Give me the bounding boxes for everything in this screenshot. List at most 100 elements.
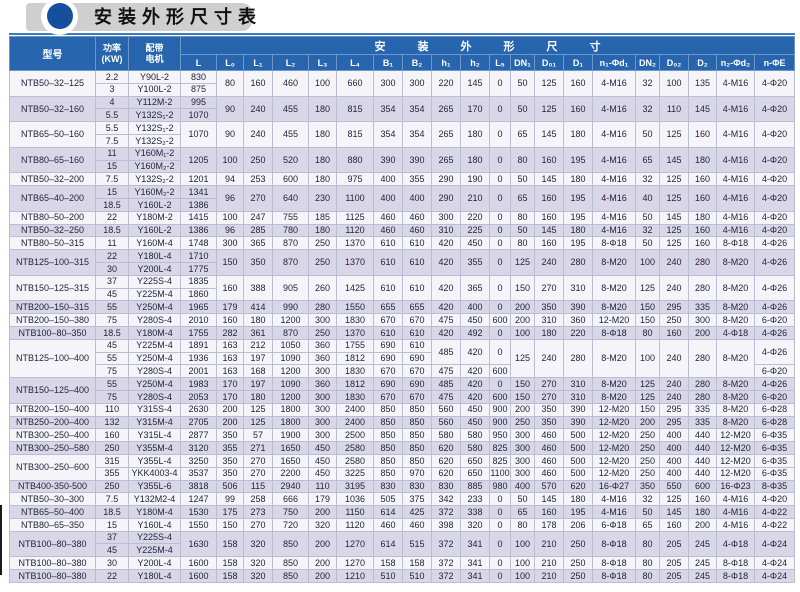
table-cell: 4-M16 — [716, 505, 755, 519]
table-cell: 300 — [510, 453, 535, 468]
table-cell: 240 — [659, 249, 689, 276]
table-cell: 655 — [373, 300, 403, 315]
table-cell: 0 — [489, 492, 511, 507]
table-cell: 1200 — [272, 389, 309, 404]
table-cell: 258 — [243, 492, 273, 507]
table-cell: 372 — [431, 505, 461, 519]
table-cell: 300 — [308, 428, 337, 443]
table-cell: 414 — [243, 300, 273, 315]
table-cell: 16-Φ23 — [716, 479, 755, 494]
table-cell: 390 — [563, 402, 593, 417]
table-cell: 100 — [510, 325, 535, 340]
table-cell: 8-M20 — [716, 389, 755, 404]
table-cell: 460 — [534, 428, 564, 443]
table-cell: 8-M20 — [592, 389, 636, 404]
table-row: 355 YKK4003-4 3537 350 270 2200 450 3225 850 970 6… — [10, 466, 796, 481]
table-cell: 175 — [216, 505, 244, 519]
table-cell: 200 — [216, 415, 244, 430]
table-cell: 460 — [402, 223, 432, 238]
table-cell: 270 — [534, 389, 564, 404]
table-cell: 160 — [563, 70, 593, 97]
table-cell: 850 — [402, 428, 432, 443]
table-row: NTB50–32–250 18.5 Y160L-2 1386 96 285 780 180 11… — [9, 223, 796, 238]
table-row: 30 Y200L-4 1775 — [10, 261, 795, 276]
table-cell: NTB100–80–380 — [9, 556, 96, 571]
table-cell: 195 — [563, 146, 593, 174]
table-cell: 160 — [95, 428, 129, 443]
table-row: NTB50–32–125 2.2 Y90L-2 830 80 160 460 100 660 30… — [9, 70, 796, 97]
table-cell: 354 — [402, 95, 432, 123]
table-cell: 475 — [431, 389, 461, 404]
table-cell: 4-M16 — [592, 146, 636, 174]
table-cell: 160 — [216, 313, 244, 327]
table-cell: 125 — [659, 185, 689, 212]
table-cell: 3225 — [336, 466, 374, 481]
table-cell: 1090 — [272, 351, 309, 366]
table-cell: 230 — [308, 185, 337, 212]
table-cell: 50 — [510, 70, 535, 97]
table-cell: 150 — [635, 402, 660, 417]
table-cell: 690 — [402, 351, 432, 366]
table-cell: 8-M20 — [592, 377, 636, 391]
table-cell: 620 — [563, 479, 593, 494]
table-cell: 7.5 — [95, 492, 129, 507]
table-cell: 250 — [563, 556, 593, 571]
table-cell: 300 — [510, 466, 535, 481]
table-cell: 850 — [373, 428, 403, 443]
table-cell: 132 — [95, 415, 129, 430]
table-cell: 8-Φ18 — [592, 530, 636, 558]
table-cell: 990 — [272, 300, 309, 315]
table-cell: 610 — [402, 249, 432, 276]
table-cell: 160 — [688, 121, 717, 148]
table-cell: 270 — [243, 517, 273, 532]
table-cell: 22 — [95, 249, 129, 263]
table-row: NTB65–50–160 5.5 Y132S₁-2 1070 90 240 455 180 81… — [9, 121, 796, 148]
table-cell: 4-Φ20 — [753, 210, 796, 225]
table-cell: 1125 — [336, 210, 374, 225]
table-cell: 850 — [402, 441, 432, 455]
table-cell: 12-M20 — [592, 428, 636, 443]
table-cell: 342 — [431, 492, 461, 507]
table-cell: 492 — [460, 325, 490, 340]
table-cell: 2630 — [180, 402, 217, 417]
table-row: 45 Y225M-4 — [10, 543, 795, 558]
table-cell: 610 — [373, 236, 403, 251]
col-header: n₁-Φd₁ — [592, 54, 636, 71]
table-cell: NTB100–80–380 — [9, 530, 96, 558]
table-cell: 30 — [95, 261, 129, 276]
table-cell: 6-Φ20 — [753, 364, 796, 379]
table-cell: 372 — [431, 530, 461, 558]
table-cell: 425 — [402, 505, 432, 519]
table-cell: 65 — [635, 146, 660, 174]
table-cell: 197 — [243, 377, 273, 391]
table-cell: 1983 — [180, 377, 217, 391]
table-cell: 485 — [431, 338, 461, 366]
table-cell: 365 — [243, 236, 273, 251]
table-cell: 4-Φ24 — [753, 530, 796, 558]
table-cell: 22 — [95, 569, 129, 583]
table-cell: NTB300–250–580 — [9, 441, 96, 455]
table-cell: 8-M20 — [716, 338, 755, 379]
table-cell: 180 — [688, 210, 717, 225]
table-cell: NTB50–32–160 — [9, 95, 96, 123]
table-cell: 6-Φ20 — [753, 389, 796, 404]
table-cell: 335 — [688, 300, 717, 315]
table-cell: 400 — [460, 300, 490, 315]
table-cell: Y100L-2 — [128, 82, 181, 97]
table-cell: 168 — [243, 364, 273, 379]
table-cell: 75 — [95, 389, 129, 404]
table-cell: 280 — [563, 338, 593, 379]
table-cell: 815 — [336, 121, 374, 148]
table-cell: 125 — [243, 415, 273, 430]
table-cell: Y200L-4 — [128, 261, 181, 276]
table-cell: NTB50–32–125 — [9, 70, 96, 97]
table-cell: 450 — [308, 441, 337, 455]
table-cell: Y160L-2 — [128, 223, 181, 238]
table-cell: 4-Φ22 — [753, 517, 796, 532]
table-cell: 4-M16 — [592, 185, 636, 212]
table-cell: 135 — [688, 70, 717, 97]
table-cell: 1600 — [180, 556, 217, 571]
table-cell: 354 — [373, 121, 403, 148]
table-cell: 180 — [688, 505, 717, 519]
table-cell: 0 — [489, 95, 511, 123]
